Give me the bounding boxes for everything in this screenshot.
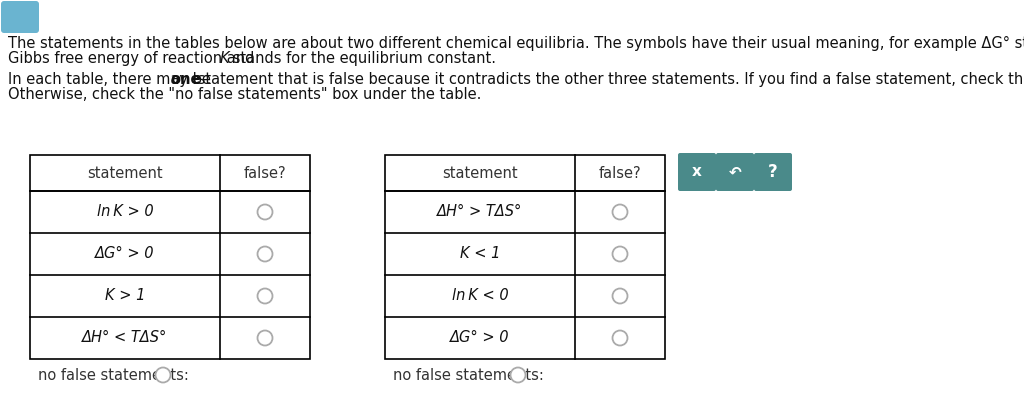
Circle shape [257, 330, 272, 345]
Circle shape [612, 289, 628, 303]
Bar [385, 155, 665, 359]
FancyBboxPatch shape [754, 153, 792, 191]
Text: K > 1: K > 1 [104, 289, 145, 303]
Circle shape [257, 204, 272, 220]
Text: Gibbs free energy of reaction and: Gibbs free energy of reaction and [8, 51, 259, 66]
Text: no false statements:: no false statements: [38, 368, 188, 382]
Text: statement that is false because it contradicts the other three statements. If yo: statement that is false because it contr… [193, 72, 1024, 87]
Text: K: K [220, 51, 229, 66]
Bar [30, 155, 310, 359]
Text: no false statements:: no false statements: [393, 368, 544, 382]
Text: false?: false? [244, 166, 287, 181]
Circle shape [612, 204, 628, 220]
Circle shape [612, 247, 628, 262]
Text: ?: ? [768, 163, 778, 181]
Text: ln K < 0: ln K < 0 [452, 289, 508, 303]
Bar [385, 155, 665, 359]
FancyBboxPatch shape [716, 153, 754, 191]
Text: x: x [692, 164, 701, 179]
Text: false?: false? [599, 166, 641, 181]
Circle shape [612, 330, 628, 345]
Text: The statements in the tables below are about two different chemical equilibria. : The statements in the tables below are a… [8, 36, 1024, 51]
Circle shape [156, 368, 171, 382]
Text: ↶: ↶ [729, 164, 741, 179]
Text: ΔH° > TΔS°: ΔH° > TΔS° [437, 204, 522, 220]
Text: K < 1: K < 1 [460, 247, 500, 262]
Text: Otherwise, check the "no false statements" box under the table.: Otherwise, check the "no false statement… [8, 87, 481, 102]
Circle shape [257, 289, 272, 303]
Text: ΔG° > 0: ΔG° > 0 [95, 247, 155, 262]
Text: ΔH° < TΔS°: ΔH° < TΔS° [82, 330, 168, 345]
Text: statement: statement [87, 166, 163, 181]
Text: statement: statement [442, 166, 518, 181]
FancyBboxPatch shape [678, 153, 716, 191]
Circle shape [511, 368, 525, 382]
Text: ΔG° > 0: ΔG° > 0 [451, 330, 510, 345]
FancyBboxPatch shape [1, 1, 39, 33]
Bar [30, 155, 310, 359]
Text: In each table, there may be: In each table, there may be [8, 72, 215, 87]
Text: ln K > 0: ln K > 0 [96, 204, 154, 220]
Text: one: one [170, 72, 201, 87]
Text: stands for the equilibrium constant.: stands for the equilibrium constant. [228, 51, 496, 66]
Circle shape [257, 247, 272, 262]
